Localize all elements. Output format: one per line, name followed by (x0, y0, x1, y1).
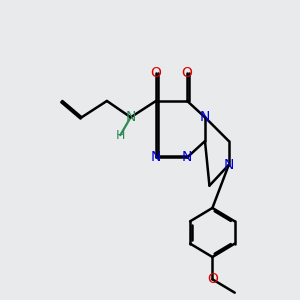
Text: N: N (224, 158, 234, 172)
Text: H: H (116, 129, 125, 142)
Text: N: N (125, 110, 136, 124)
Text: N: N (151, 150, 161, 164)
Text: O: O (207, 272, 218, 286)
Text: N: N (182, 150, 192, 164)
Text: O: O (151, 66, 161, 80)
Text: N: N (200, 110, 210, 124)
Text: O: O (182, 66, 193, 80)
